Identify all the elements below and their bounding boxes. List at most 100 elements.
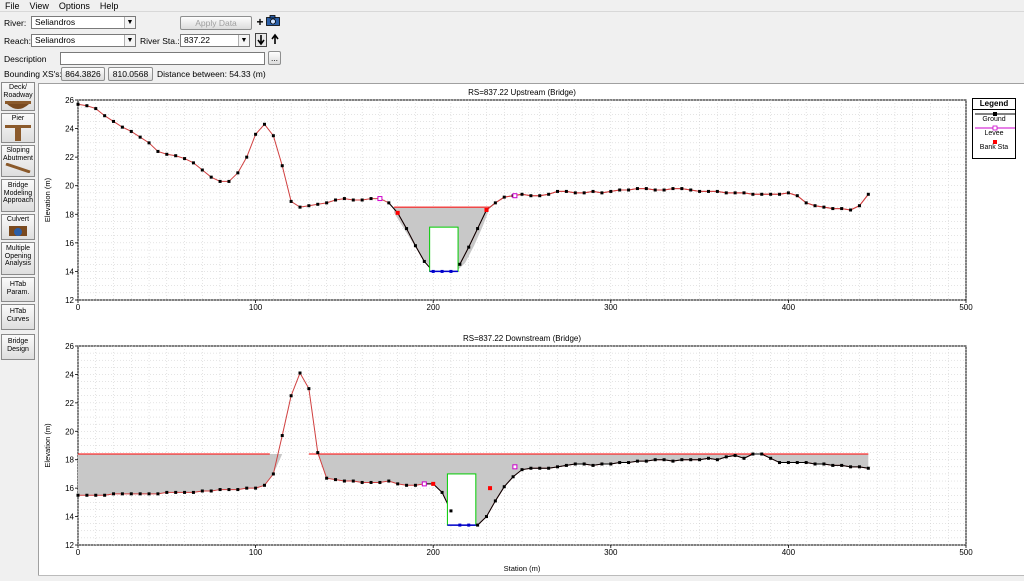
levee-point — [512, 464, 518, 470]
ground-point — [706, 456, 710, 460]
ground-point — [298, 371, 302, 375]
ground-point — [405, 483, 409, 487]
x-tick-label: 300 — [604, 303, 618, 312]
pier-button[interactable]: Pier — [1, 113, 35, 143]
apply-data-button[interactable]: Apply Data — [180, 16, 252, 30]
y-tick-label: 20 — [65, 427, 74, 436]
reach-value: Seliandros — [35, 35, 76, 45]
ground-point — [467, 245, 471, 249]
tool-label: Multiple Opening Analysis — [4, 245, 32, 267]
menu-help[interactable]: Help — [99, 1, 119, 11]
ground-point — [76, 102, 80, 106]
ground-point — [245, 486, 249, 490]
ground-point — [600, 191, 604, 195]
ground-point — [627, 461, 631, 465]
reach-select[interactable]: Seliandros ▼ — [31, 34, 136, 47]
arrow-down-icon[interactable] — [255, 33, 267, 47]
ground-point — [635, 459, 639, 463]
ground-point — [671, 187, 675, 191]
ground-point — [280, 434, 284, 438]
ground-point — [857, 204, 861, 208]
legend-title: Legend — [973, 99, 1015, 110]
levee-point — [421, 481, 427, 487]
ground-point — [378, 480, 382, 484]
menu-view[interactable]: View — [29, 1, 49, 11]
ground-point — [804, 461, 808, 465]
ground-point — [742, 191, 746, 195]
htab-param-button[interactable]: HTab Param. — [1, 277, 35, 302]
river-sta-select[interactable]: 837.22 ▼ — [180, 34, 250, 47]
ground-point — [369, 480, 373, 484]
ground-point — [849, 208, 853, 212]
tool-label: HTab Curves — [6, 308, 30, 323]
ground-point — [254, 132, 258, 136]
menu-file[interactable]: File — [5, 1, 20, 11]
ground-point — [831, 207, 835, 211]
sloping-abutment-button[interactable]: Sloping Abutment — [1, 145, 35, 177]
river-sta-label: River Sta.: — [140, 36, 180, 46]
ground-point — [156, 149, 160, 153]
ground-point — [351, 479, 355, 483]
culvert-button[interactable]: Culvert — [1, 214, 35, 240]
bounding-downstream-button[interactable]: 810.0568 — [108, 67, 153, 81]
ground-point — [653, 188, 657, 192]
x-tick-label: 400 — [782, 548, 796, 557]
ground-point — [165, 152, 169, 156]
levee-line-icon — [975, 125, 1015, 131]
ground-point — [289, 394, 293, 398]
ground-point — [94, 493, 98, 497]
river-select[interactable]: Seliandros ▼ — [31, 16, 136, 29]
description-field[interactable] — [60, 52, 265, 65]
y-tick-label: 22 — [65, 399, 74, 408]
river-label: River: — [4, 18, 27, 28]
camera-icon[interactable] — [265, 15, 280, 29]
chevron-down-icon[interactable]: ▼ — [238, 35, 249, 46]
ground-point — [262, 122, 266, 126]
x-tick-label: 500 — [959, 303, 973, 312]
ground-point — [840, 207, 844, 211]
ground-point — [866, 466, 870, 470]
ground-point — [316, 451, 320, 455]
multiple-opening-analysis-button[interactable]: Multiple Opening Analysis — [1, 242, 35, 275]
ground-point — [369, 197, 373, 201]
bridge-design-button[interactable]: Bridge Design — [1, 334, 35, 360]
ground-point — [724, 455, 728, 459]
description-more-button[interactable]: ... — [268, 51, 281, 65]
ground-point — [786, 191, 790, 195]
bank-station-point — [488, 486, 493, 491]
bank-station-icon — [993, 140, 997, 144]
htab-curves-button[interactable]: HTab Curves — [1, 304, 35, 330]
x-tick-label: 100 — [249, 303, 263, 312]
ground-point — [458, 262, 462, 266]
pier-icon — [5, 124, 31, 141]
bridge-modeling-approach-button[interactable]: Bridge Modeling Approach — [1, 179, 35, 212]
chevron-down-icon[interactable]: ▼ — [124, 35, 135, 46]
deck-roadway-button[interactable]: Deck/ Roadway — [1, 82, 35, 111]
ground-point — [662, 458, 666, 462]
ground-point — [209, 489, 213, 493]
ground-point — [387, 201, 391, 205]
ground-point — [112, 492, 116, 496]
ground-point — [147, 141, 151, 145]
plus-icon[interactable]: + — [256, 15, 264, 29]
ground-point — [449, 509, 453, 513]
menu-options[interactable]: Options — [58, 1, 90, 11]
ground-point — [94, 107, 98, 111]
arrow-up-icon[interactable] — [269, 33, 281, 47]
bounding-upstream-button[interactable]: 864.3826 — [61, 67, 105, 81]
ground-point — [396, 482, 400, 486]
tool-label: Sloping Abutment — [3, 147, 33, 162]
ground-point — [280, 164, 284, 168]
chevron-down-icon[interactable]: ▼ — [124, 17, 135, 28]
cross-section-plots[interactable]: 0 100 200 300 400 5001214161820222426RS=837.2… — [38, 83, 1024, 575]
ground-point — [591, 463, 595, 467]
ground-point — [813, 204, 817, 208]
x-tick-label: 100 — [249, 548, 263, 557]
ground-point — [618, 188, 622, 192]
ground-point — [476, 523, 480, 527]
ground-point — [387, 479, 391, 483]
x-tick-label: 200 — [427, 303, 441, 312]
ground-point — [857, 465, 861, 469]
ground-point — [778, 461, 782, 465]
ground-point — [147, 492, 151, 496]
